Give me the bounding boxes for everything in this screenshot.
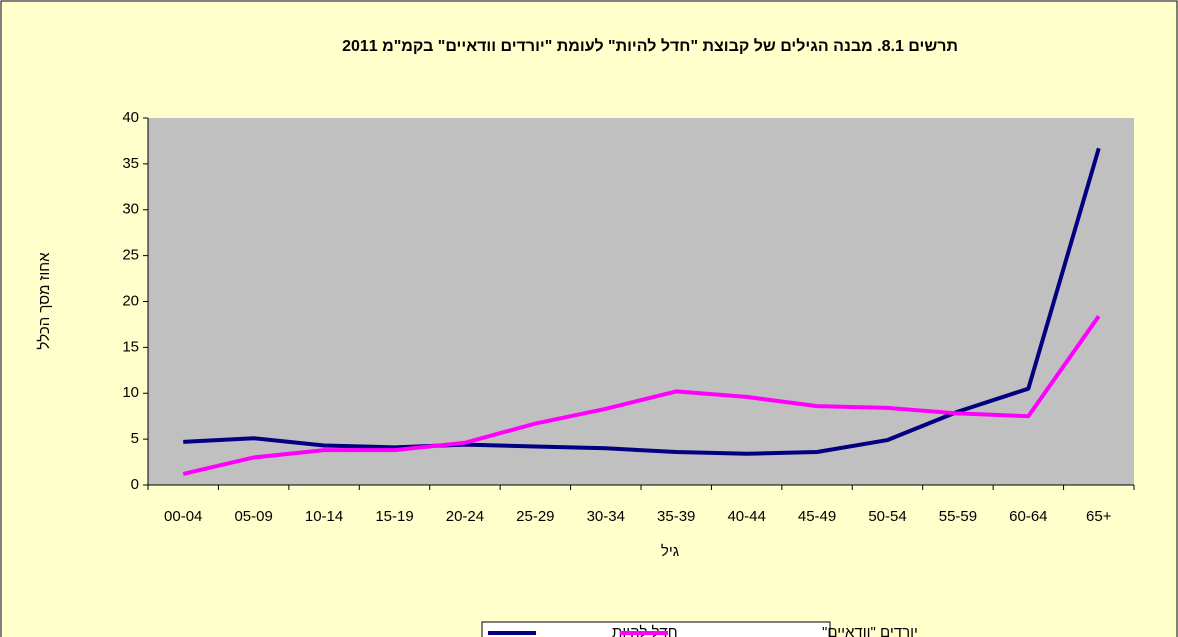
x-tick-label: 65+: [1086, 508, 1112, 525]
legend-label: יורדים "וודאיים": [822, 624, 918, 637]
y-tick-label: 40: [122, 109, 139, 126]
x-tick-label: 20-24: [446, 508, 484, 525]
y-tick-label: 0: [131, 476, 139, 493]
x-tick-label: 00-04: [164, 508, 202, 525]
x-tick-label: 55-59: [939, 508, 977, 525]
x-tick-label: 35-39: [657, 508, 695, 525]
y-tick-label: 10: [122, 384, 139, 401]
chart-title: תרשים 8.1. מבנה הגילים של קבוצת "חדל להי…: [342, 37, 958, 55]
series-line: [183, 147, 1101, 456]
plot-area: [148, 118, 1134, 485]
y-tick-label: 20: [122, 292, 139, 309]
x-tick-label: 05-09: [234, 508, 272, 525]
y-tick-label: 30: [122, 201, 139, 218]
x-tick-label: 50-54: [868, 508, 906, 525]
legend: [481, 621, 831, 637]
x-tick-label: 40-44: [727, 508, 765, 525]
y-tick-label: 5: [131, 430, 139, 447]
x-tick-label: 10-14: [305, 508, 343, 525]
x-tick-label: 30-34: [587, 508, 625, 525]
x-tick-label: 60-64: [1009, 508, 1047, 525]
y-tick-label: 35: [122, 155, 139, 172]
x-tick-label: 25-29: [516, 508, 554, 525]
y-tick-label: 15: [122, 338, 139, 355]
y-tick-label: 25: [122, 247, 139, 264]
x-tick-label: 45-49: [798, 508, 836, 525]
series-line: [182, 315, 1101, 476]
legend-label: חדל להיות: [612, 624, 678, 637]
x-tick-label: 15-19: [375, 508, 413, 525]
y-axis-label: אחוז מסך הכלל: [36, 252, 53, 350]
x-axis-label: גיל: [661, 543, 679, 560]
